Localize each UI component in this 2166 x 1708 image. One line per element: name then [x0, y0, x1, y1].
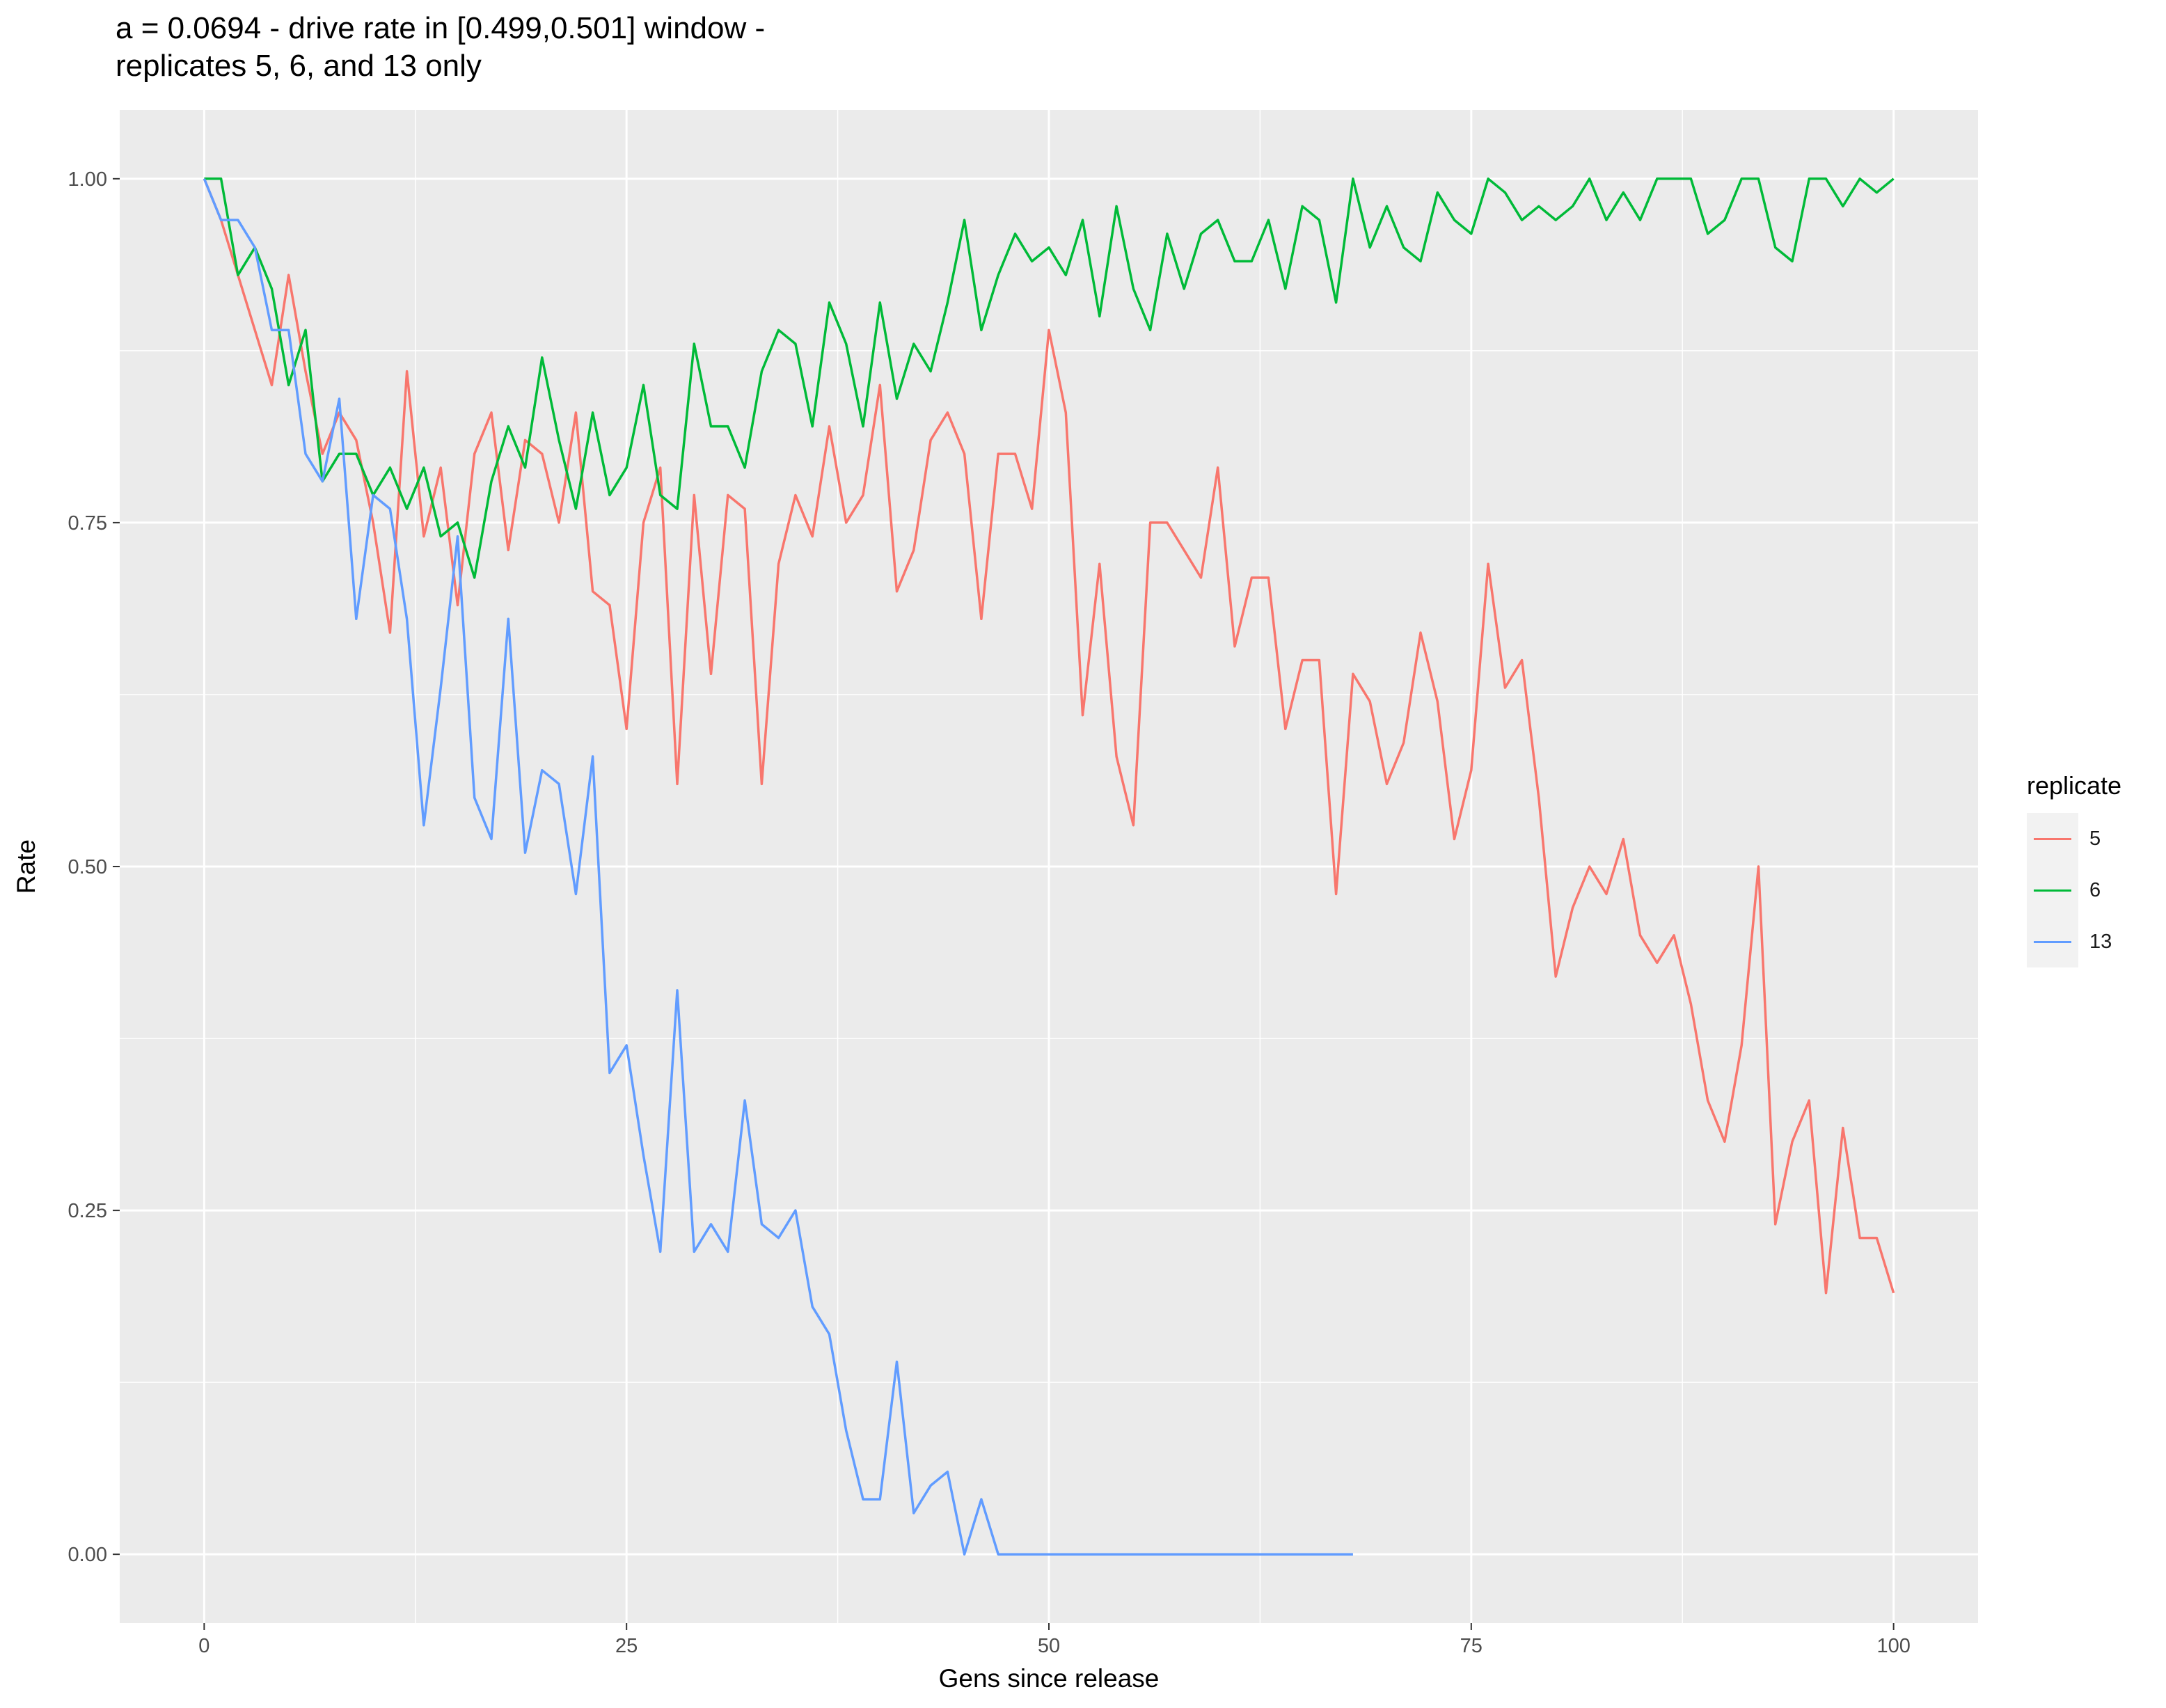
chart-title: a = 0.0694 - drive rate in [0.499,0.501]…: [116, 11, 766, 83]
y-tick-label: 1.00: [68, 168, 107, 191]
legend-label: 5: [2089, 827, 2101, 850]
y-axis: 0.00 0.25 0.50 0.75 1.00: [68, 168, 120, 1566]
series-line-13: [203, 178, 1353, 1556]
y-tick-label: 0.50: [68, 856, 107, 878]
x-axis: 0 25 50 75 100: [198, 1623, 1911, 1657]
x-tick-label: 100: [1876, 1635, 1910, 1657]
legend-item-13: 13: [2027, 916, 2121, 967]
x-axis-title: Gens since release: [939, 1664, 1160, 1693]
legend-swatch: [2034, 838, 2071, 840]
series-line-5: [203, 178, 1895, 1295]
legend-label: 6: [2089, 878, 2101, 901]
x-tick-label: 25: [615, 1635, 638, 1657]
legend-key: [2027, 813, 2078, 864]
x-tick-label: 0: [198, 1635, 210, 1657]
y-tick-label: 0.75: [68, 512, 107, 535]
legend-swatch: [2034, 889, 2071, 892]
legend-title: replicate: [2027, 771, 2122, 800]
x-tick-label: 50: [1038, 1635, 1060, 1657]
series-line-6: [204, 177, 1895, 579]
legend-key: [2027, 864, 2078, 916]
legend: replicate 5 6 13: [2027, 771, 2121, 967]
legend-label: 13: [2089, 930, 2112, 953]
y-axis-title: Rate: [12, 839, 40, 894]
legend-item-6: 6: [2027, 864, 2121, 916]
x-tick-label: 75: [1460, 1635, 1483, 1657]
legend-item-5: 5: [2027, 813, 2121, 864]
series-lines: [203, 177, 1895, 1556]
legend-swatch: [2034, 941, 2071, 943]
legend-key: [2027, 916, 2078, 967]
y-tick-label: 0.25: [68, 1200, 107, 1222]
major-gridlines: [120, 110, 1978, 1623]
y-tick-label: 0.00: [68, 1544, 107, 1566]
